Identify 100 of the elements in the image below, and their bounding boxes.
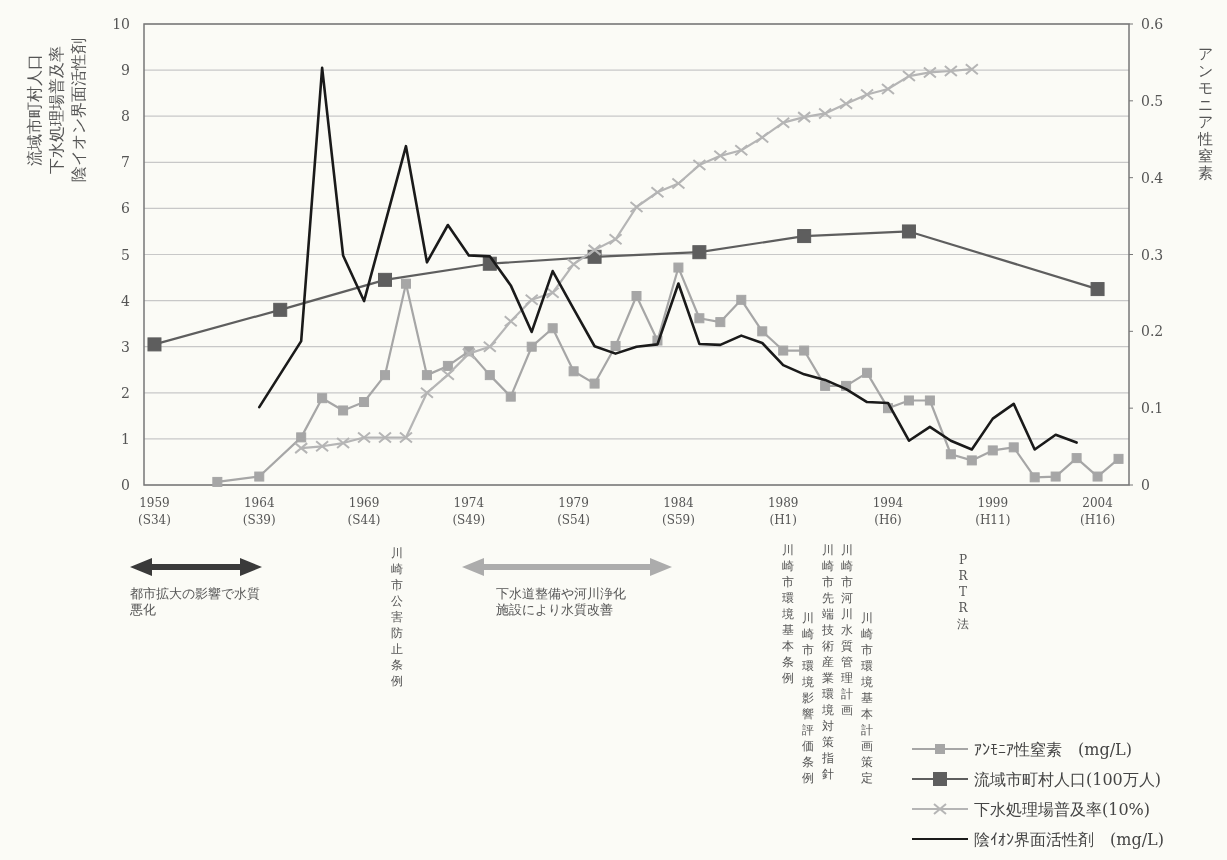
text: PRTR法 (957, 553, 969, 631)
x-tick-label: 1999 (H11) (975, 496, 1011, 527)
point (524, 293, 539, 306)
point (484, 370, 495, 381)
text: 川崎市環境基本計画策定 (861, 611, 873, 785)
point (1050, 471, 1061, 482)
y-tick-label: 10 (112, 16, 130, 32)
point (901, 224, 916, 239)
point (398, 431, 413, 444)
point (610, 340, 621, 351)
point (987, 445, 998, 456)
y-tick-label: 7 (121, 154, 130, 171)
y2-tick-label: 0.6 (1141, 16, 1164, 32)
point (901, 70, 916, 83)
point (526, 341, 537, 352)
point (147, 337, 162, 352)
y-tick-label: 5 (121, 246, 130, 263)
text: 下水道整備や河川浄化施設により水質改善 (496, 586, 626, 617)
y2-tick-label: 0.4 (1141, 169, 1164, 186)
x-tick-label: 1959 (S34) (138, 496, 171, 527)
point (296, 432, 307, 443)
text: 川崎市環境影響評価条例 (802, 611, 814, 785)
point (254, 471, 265, 482)
point (880, 83, 895, 95)
point (317, 393, 328, 404)
point (587, 243, 602, 256)
y-tick-label: 3 (121, 338, 130, 355)
point (736, 294, 747, 305)
y-tick-label: 6 (121, 200, 131, 217)
point (380, 370, 391, 381)
point (799, 345, 810, 356)
text: 川崎市環境基本条例 (782, 543, 794, 685)
point (378, 272, 393, 287)
point (1029, 472, 1040, 483)
point (400, 278, 411, 289)
point (671, 177, 686, 190)
point (505, 391, 516, 402)
point (336, 437, 351, 450)
y-tick-label: 4 (121, 292, 131, 309)
point (442, 360, 453, 371)
point (1113, 453, 1124, 464)
point (673, 262, 684, 273)
point (860, 88, 875, 101)
point (378, 431, 393, 444)
point (839, 97, 854, 110)
y2-tick-label: 0.2 (1141, 323, 1164, 340)
y2-tick-label: 0 (1141, 477, 1150, 493)
point (273, 302, 288, 317)
point (419, 386, 434, 399)
legend-label: ｱﾝﾓﾆｱ性窒素 (mg/L) (974, 740, 1132, 759)
y-axis-title: 流域市町村人口下水処理場普及率陰イオン界面活性剤 (25, 38, 88, 182)
legend-label: 陰ｲｵﾝ界面活性剤 (mg/L) (974, 830, 1164, 849)
point (922, 66, 937, 79)
x-tick-label: 1979 (S54) (557, 496, 591, 527)
point (212, 476, 223, 487)
point (776, 116, 791, 129)
point (797, 229, 812, 244)
text: 川崎市河川水質管理計画 (841, 543, 853, 717)
point (503, 315, 518, 328)
point (315, 440, 330, 453)
point (650, 186, 665, 199)
point (715, 317, 726, 328)
point (421, 370, 432, 381)
x-tick-label: 1969 (S44) (347, 496, 381, 527)
point (589, 378, 600, 389)
point (294, 442, 309, 455)
point (357, 431, 372, 444)
point (547, 323, 558, 334)
text: 都市拡大の影響で水質悪化 (129, 586, 260, 617)
x-tick-label: 1984 (S59) (661, 496, 695, 527)
point (608, 233, 623, 246)
y-tick-label: 0 (121, 477, 130, 493)
point (1008, 442, 1019, 453)
point (359, 397, 370, 408)
line-series (257, 66, 1078, 451)
legend-label: 下水処理場普及率(10%) (974, 800, 1151, 819)
point (482, 340, 497, 353)
point (964, 63, 979, 76)
point (797, 111, 812, 124)
point (903, 395, 914, 406)
point (566, 258, 581, 271)
point (966, 455, 977, 466)
y2-axis-title: アンモニア性窒素 (1196, 45, 1213, 182)
y-tick-label: 2 (121, 384, 130, 401)
point (755, 131, 770, 144)
x-tick-label: 1964 (S39) (242, 496, 276, 527)
point (713, 149, 728, 162)
point (338, 405, 349, 416)
point (820, 380, 831, 391)
point (924, 395, 935, 406)
x-tick-label: 1989 (H1) (767, 496, 799, 527)
y2-tick-label: 0.1 (1141, 400, 1164, 417)
x-tick-label: 1974 (S49) (452, 496, 486, 527)
point (818, 107, 833, 120)
y2-tick-label: 0.3 (1141, 246, 1164, 263)
legend-label: 流域市町村人口(100万人) (974, 770, 1162, 789)
point (568, 366, 579, 377)
x-tick-label: 1994 (H6) (872, 496, 904, 527)
point (629, 201, 644, 214)
point (692, 159, 707, 172)
